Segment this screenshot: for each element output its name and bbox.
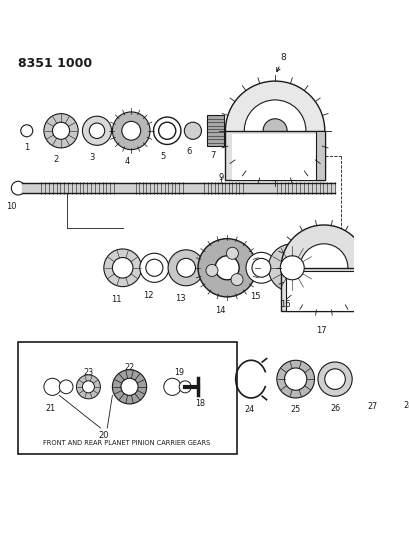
Text: 11: 11 <box>111 295 121 304</box>
Text: 13: 13 <box>174 294 185 303</box>
Circle shape <box>176 259 195 277</box>
Text: 20: 20 <box>98 431 109 440</box>
Text: 28: 28 <box>403 401 409 410</box>
Circle shape <box>139 253 169 282</box>
Circle shape <box>317 362 351 396</box>
Text: 18: 18 <box>194 399 204 408</box>
Circle shape <box>299 244 347 292</box>
Text: 8351 1000: 8351 1000 <box>18 57 92 70</box>
Text: 6: 6 <box>187 147 192 156</box>
Circle shape <box>252 259 270 277</box>
Circle shape <box>158 122 175 139</box>
Circle shape <box>21 125 33 137</box>
Text: 23: 23 <box>83 368 93 377</box>
Circle shape <box>284 368 306 390</box>
Bar <box>18 342 236 454</box>
Circle shape <box>82 381 94 393</box>
Circle shape <box>263 119 286 143</box>
Circle shape <box>231 273 243 286</box>
Circle shape <box>146 259 162 276</box>
Circle shape <box>398 369 409 390</box>
Text: 12: 12 <box>143 291 153 300</box>
Text: 9: 9 <box>218 173 223 182</box>
Text: 2: 2 <box>53 155 58 164</box>
Bar <box>232 134 317 181</box>
Circle shape <box>112 112 150 150</box>
Text: FRONT AND REAR PLANET PINION CARRIER GEARS: FRONT AND REAR PLANET PINION CARRIER GEA… <box>43 440 210 446</box>
Text: 14: 14 <box>215 306 225 316</box>
Circle shape <box>179 381 191 393</box>
Circle shape <box>153 117 180 144</box>
Circle shape <box>226 247 238 259</box>
Circle shape <box>357 364 387 394</box>
Circle shape <box>184 122 201 139</box>
Text: 15: 15 <box>249 292 260 301</box>
Text: 22: 22 <box>124 363 134 372</box>
Circle shape <box>245 252 276 283</box>
Circle shape <box>281 225 366 311</box>
Circle shape <box>121 122 140 140</box>
Text: 24: 24 <box>244 405 254 414</box>
Circle shape <box>163 378 180 395</box>
Text: 1: 1 <box>24 143 29 152</box>
Circle shape <box>112 257 133 278</box>
Circle shape <box>324 369 344 390</box>
Bar <box>206 115 223 146</box>
Circle shape <box>82 116 111 146</box>
Text: 25: 25 <box>290 405 300 414</box>
Circle shape <box>280 256 303 280</box>
Circle shape <box>89 123 104 139</box>
Circle shape <box>225 81 324 181</box>
Circle shape <box>244 100 305 161</box>
Circle shape <box>44 378 61 395</box>
Circle shape <box>362 370 381 389</box>
Text: 7: 7 <box>209 151 215 160</box>
Text: 3: 3 <box>89 153 94 162</box>
Text: 21: 21 <box>45 404 56 413</box>
Circle shape <box>76 375 100 399</box>
Bar <box>281 268 366 311</box>
Circle shape <box>267 244 315 292</box>
Circle shape <box>112 370 146 404</box>
Circle shape <box>205 264 218 277</box>
Circle shape <box>393 365 409 394</box>
Circle shape <box>103 249 141 287</box>
Circle shape <box>52 122 70 139</box>
Circle shape <box>198 239 256 297</box>
Bar <box>225 131 324 181</box>
Bar <box>359 268 366 311</box>
Circle shape <box>59 380 73 394</box>
Text: 10: 10 <box>6 202 16 211</box>
Text: 5: 5 <box>160 152 165 161</box>
Text: 16: 16 <box>279 300 290 309</box>
Circle shape <box>44 114 78 148</box>
Circle shape <box>215 256 238 280</box>
Bar <box>285 271 361 311</box>
Text: 26: 26 <box>329 404 339 413</box>
Circle shape <box>276 360 314 398</box>
Text: 4: 4 <box>124 157 129 166</box>
Text: 8: 8 <box>276 53 286 71</box>
Bar <box>315 131 324 181</box>
Text: 19: 19 <box>174 368 184 377</box>
Circle shape <box>121 378 138 395</box>
Circle shape <box>168 250 204 286</box>
Text: 17: 17 <box>315 326 326 335</box>
Circle shape <box>11 181 25 195</box>
Text: 27: 27 <box>367 402 377 411</box>
